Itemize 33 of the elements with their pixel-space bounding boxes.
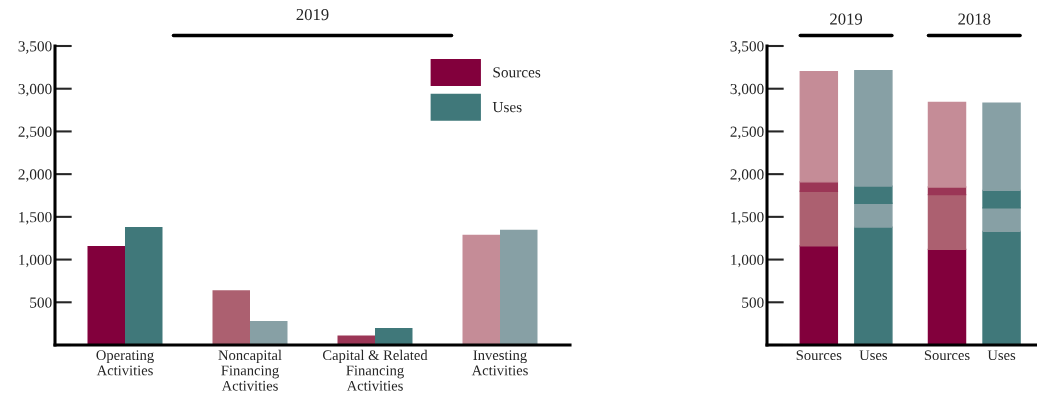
- text: 2018: [958, 13, 991, 25]
- bar: [462, 234, 500, 345]
- text: 2019: [830, 13, 863, 25]
- y-tick-label: 1,500: [731, 212, 764, 225]
- y-tick-label: 3,000: [18, 83, 52, 97]
- bar: [212, 290, 250, 345]
- y-tick-label: 2,500: [18, 126, 52, 140]
- x-tick-label: Noncapital Financing Activities: [218, 349, 282, 391]
- bar: [87, 245, 125, 345]
- legend-label: Sources: [493, 67, 541, 78]
- y-tick-label: 500: [30, 297, 52, 308]
- x-tick-label: Sources: [796, 350, 842, 361]
- chart-title: 2019: [296, 8, 329, 21]
- x-tick-label: Operating Activities: [96, 350, 154, 376]
- y-tick-label: 3,500: [18, 41, 52, 54]
- legend-label: Uses: [492, 102, 522, 113]
- x-tick-label: Uses: [987, 350, 1016, 361]
- y-tick-label: 1,000: [19, 254, 52, 268]
- x-tick-label: Uses: [859, 350, 888, 361]
- x-tick-label: Sources: [924, 350, 970, 361]
- y-tick-label: 3,000: [730, 83, 764, 97]
- x-tick-label: Capital & Related Financing Activities: [322, 349, 428, 391]
- y-tick-label: 1,000: [731, 254, 764, 268]
- x-tick-label: Investing Activities: [471, 350, 528, 376]
- y-tick-label: 2,000: [730, 169, 764, 182]
- y-tick-label: 500: [742, 297, 764, 308]
- y-tick-label: 2,500: [730, 126, 764, 140]
- bar: [125, 227, 163, 345]
- y-tick-label: 3,500: [730, 41, 764, 54]
- bar: [250, 321, 288, 345]
- bar: [500, 229, 538, 345]
- y-tick-label: 2,000: [18, 169, 52, 182]
- y-tick-label: 1,500: [19, 212, 52, 225]
